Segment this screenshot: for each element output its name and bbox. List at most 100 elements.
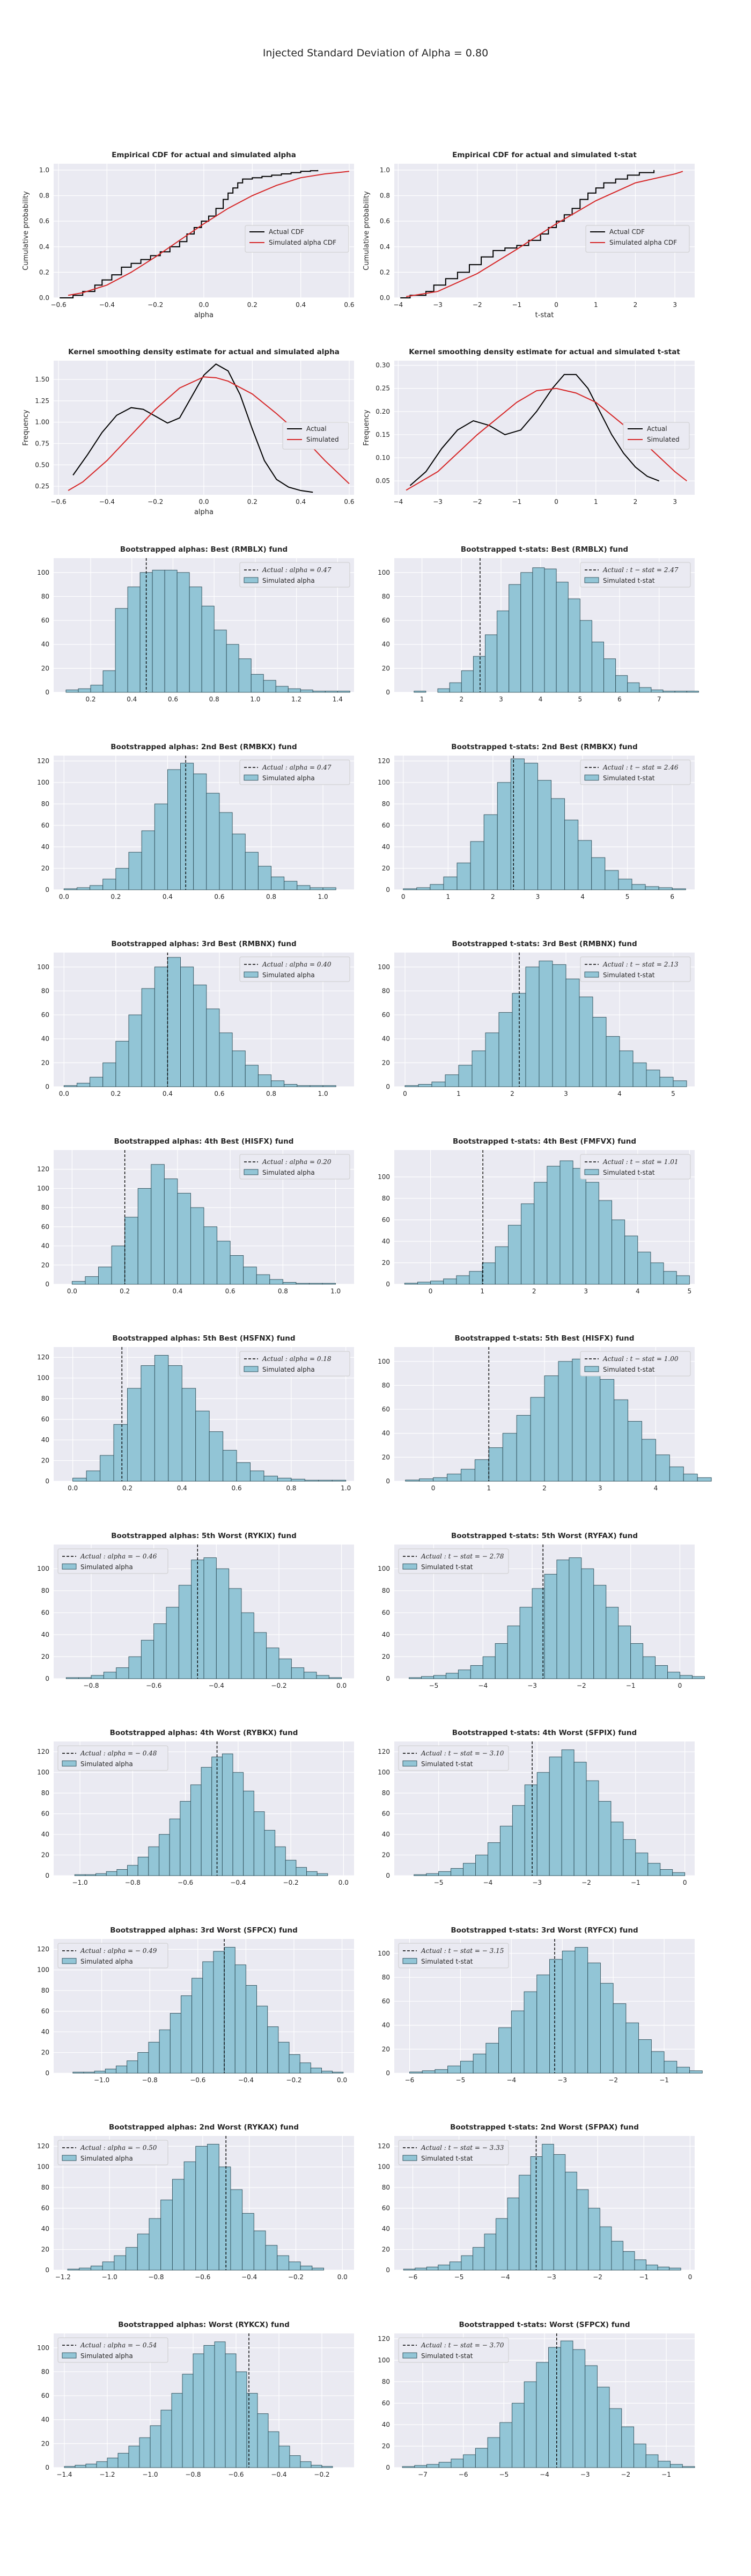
histogram-bar [572,1168,586,1285]
histogram-bar [127,1388,142,1482]
histogram-bar [404,1085,419,1087]
histogram-bar [168,1365,182,1482]
x-tick-label: 0.0 [337,2076,347,2084]
histogram-bar [547,1166,561,1285]
x-tick-label: 0.6 [214,893,224,901]
histogram-bar [473,2247,485,2271]
x-tick-label: 1.0 [318,1090,328,1097]
chart-panel-17: Bootstrapped alphas: 4th Worst (RYBKX) f… [37,1729,354,1886]
legend-entry-actual: Actual : alpha = 0.40 [262,961,332,968]
histogram-bar [170,2013,181,2074]
y-tick-label: 60 [382,822,390,829]
histogram-bar [113,1424,128,1482]
histogram-bar [160,2199,173,2271]
chart-title: Bootstrapped t-stats: 4th Best (FMFVX) f… [453,1137,636,1146]
histogram-bar [203,2345,215,2468]
histogram-bar [275,686,289,693]
x-tick-label: −6 [459,2471,468,2478]
x-tick-label: 1 [480,1287,484,1295]
histogram-bar [65,1677,79,1679]
histogram-bar [619,1050,634,1087]
x-tick-label: −0.2 [148,498,163,506]
histogram-bar [562,1950,576,2074]
histogram-bar [150,2425,161,2468]
x-tick-label: −0.8 [125,1879,141,1886]
histogram-bar [115,608,128,693]
histogram-bar [591,641,604,693]
x-tick-label: 2 [459,696,463,703]
histogram-bar [621,2426,634,2468]
histogram-bar [438,1871,452,1876]
x-tick-label: 0.4 [177,1484,187,1492]
histogram-bar [236,1462,251,1482]
y-tick-label: 60 [41,1810,49,1818]
y-tick-label: 100 [37,1769,49,1776]
histogram-bar [141,988,155,1087]
x-tick-label: −5 [499,2471,509,2478]
histogram-bar [612,1219,625,1285]
x-tick-label: 0.0 [198,301,209,309]
histogram-bar [312,2267,325,2271]
histogram-bar [91,2265,103,2271]
legend-swatch-simulated [62,1760,77,1767]
histogram-bar [433,1675,446,1679]
x-tick-label: 0.4 [296,498,306,506]
chart-panel-7: Bootstrapped alphas: 2nd Best (RMBKX) fu… [37,743,354,901]
histogram-bar [245,1065,259,1087]
x-tick-label: 1 [487,1484,491,1492]
histogram-bar [618,879,632,890]
legend-entry-simulated: Simulated t-stat [603,1169,655,1176]
chart-panel-1: Empirical CDF for actual and simulated a… [22,151,355,319]
legend-box [57,2337,168,2363]
histogram-bar [409,2072,423,2074]
chart-title: Bootstrapped alphas: 3rd Best (RMBNX) fu… [111,940,296,948]
histogram-bar [284,1084,298,1087]
y-tick-label: 0.50 [35,461,49,469]
x-tick-label: 2 [491,893,495,901]
histogram-bar [229,1588,242,1679]
histogram-bar [141,1640,154,1679]
y-tick-label: 0.25 [376,385,390,392]
legend-box [57,2140,168,2165]
x-tick-label: 0.8 [286,1484,296,1492]
y-tick-label: 0 [45,886,49,894]
legend-entry: Actual [306,425,327,433]
y-tick-label: 20 [382,2246,390,2253]
x-tick-label: −4 [394,498,403,506]
y-tick-label: 0 [45,2266,49,2274]
histogram-bar [95,1873,107,1876]
histogram-bar [167,957,181,1087]
histogram-bar [579,620,592,693]
histogram-bar [203,1557,217,1679]
y-tick-label: 60 [41,1011,49,1019]
x-tick-label: −6 [408,2273,418,2281]
histogram-bar [164,1179,178,1285]
histogram-bar [102,2262,115,2271]
chart-title: Bootstrapped alphas: 2nd Best (RMBKX) fu… [111,743,297,751]
histogram-bar [296,1867,307,1876]
legend-entry: Simulated [647,436,680,443]
histogram-bar [238,658,252,693]
histogram-bar [451,2458,464,2468]
histogram-bar [536,1772,550,1876]
y-tick-label: 100 [378,1769,390,1776]
legend-entry: Actual CDF [269,228,304,236]
histogram-bar [474,1459,489,1482]
chart-title: Empirical CDF for actual and simulated a… [112,151,296,159]
chart-title: Bootstrapped alphas: Worst (RYKCX) fund [118,2321,290,2329]
histogram-bar [90,1077,104,1087]
x-tick-label: −1.2 [55,2273,71,2281]
histogram-bar [285,1860,297,1876]
histogram-bar [484,2234,496,2271]
x-tick-label: −0.8 [83,1682,99,1689]
legend-entry-actual: Actual : t − stat = 2.13 [602,961,679,968]
x-tick-label: 0 [683,1879,687,1886]
histogram-bar [90,885,104,890]
x-tick-label: −0.6 [50,301,66,309]
histogram-bar [414,691,426,693]
histogram-bar [332,1480,347,1482]
x-tick-label: −0.4 [99,498,115,506]
histogram-bar [102,670,116,693]
x-tick-label: 4 [539,696,543,703]
histogram-bar [154,803,168,890]
